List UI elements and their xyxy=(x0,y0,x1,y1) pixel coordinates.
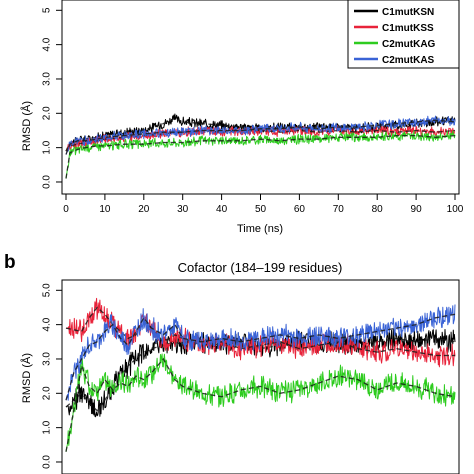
panel-b: b Cofactor (184–199 residues) 0.0 1.0 2.0 3… xyxy=(4,252,460,474)
panel-b-y-tick-label: 3.0 xyxy=(42,352,53,366)
panel-a-x-tick-label: 20 xyxy=(138,204,150,215)
panel-b-series-group xyxy=(65,297,456,452)
panel-a-x-tick-label: 60 xyxy=(294,204,306,215)
panel-b-trend-c2mutkag xyxy=(65,357,456,452)
panel-a-x-tick-label: 30 xyxy=(177,204,189,215)
panel-b-y-axis-label: RMSD (Å) xyxy=(20,353,33,403)
panel-b-title: Cofactor (184–199 residues) xyxy=(178,260,343,275)
legend-label-c2mutkas: C2mutKAS xyxy=(382,55,435,66)
panel-a: 0 10 20 30 40 50 60 70 80 90 100 0.01.02.03.04.05 … xyxy=(20,0,464,235)
panel-b-series-c1mutkss xyxy=(65,297,456,368)
panel-a-trend-c2mutkag xyxy=(65,134,456,179)
panel-b-y-tick-label: 5.0 xyxy=(42,283,53,297)
panel-a-x-tick-label: 10 xyxy=(99,204,111,215)
panel-b-series-c2mutkag xyxy=(65,353,456,452)
panel-b-frame xyxy=(61,279,460,474)
panel-a-y-tick-label: 4.0 xyxy=(42,37,53,51)
panel-a-x-tick-label: 0 xyxy=(63,204,69,215)
panel-b-letter: b xyxy=(4,252,16,273)
panel-a-trend-c2mutkas xyxy=(65,119,456,155)
panel-a-y-axis-label: RMSD (Å) xyxy=(20,101,33,151)
panel-a-x-tick-label: 80 xyxy=(372,204,384,215)
panel-b-y-tick-label: 0.0 xyxy=(42,455,53,469)
panel-a-x-tick-label: 90 xyxy=(411,204,423,215)
panel-b-y-tick-label: 1.0 xyxy=(42,420,53,434)
legend-label-c2mutkag: C2mutKAG xyxy=(382,39,436,50)
panel-a-y-tick-label: 5 xyxy=(42,7,53,13)
panel-a-trend-c1mutksn xyxy=(65,117,456,152)
panel-a-x-axis-label: Time (ns) xyxy=(237,223,283,235)
panel-a-x-axis: 0 10 20 30 40 50 60 70 80 90 100 xyxy=(63,194,464,215)
legend-label-c1mutksn: C1mutKSN xyxy=(382,7,434,18)
panel-a-y-tick-label: 1.0 xyxy=(42,140,53,154)
panel-a-legend: C1mutKSN C1mutKSS C2mutKAG C2mutKAS xyxy=(347,0,460,69)
panel-a-y-tick-label: 0.0 xyxy=(42,175,53,189)
panel-a-x-tick-label: 40 xyxy=(216,204,228,215)
panel-b-y-axis: 0.0 1.0 2.0 3.0 4.0 5.0 xyxy=(42,283,62,469)
panel-b-y-tick-label: 2.0 xyxy=(42,386,53,400)
panel-a-y-tick-label: 3.0 xyxy=(42,72,53,86)
panel-a-y-tick-label: 2.0 xyxy=(42,106,53,120)
panel-a-series-group xyxy=(65,113,456,179)
panel-a-x-tick-label: 100 xyxy=(447,204,464,215)
panel-a-y-axis: 0.0 1.0 2.0 3.0 4.0 5 xyxy=(42,7,62,189)
legend-label-c1mutkss: C1mutKSS xyxy=(382,23,434,34)
panel-a-x-tick-label: 50 xyxy=(255,204,267,215)
panel-a-x-tick-label: 70 xyxy=(333,204,345,215)
panel-b-y-tick-label: 4.0 xyxy=(42,317,53,331)
